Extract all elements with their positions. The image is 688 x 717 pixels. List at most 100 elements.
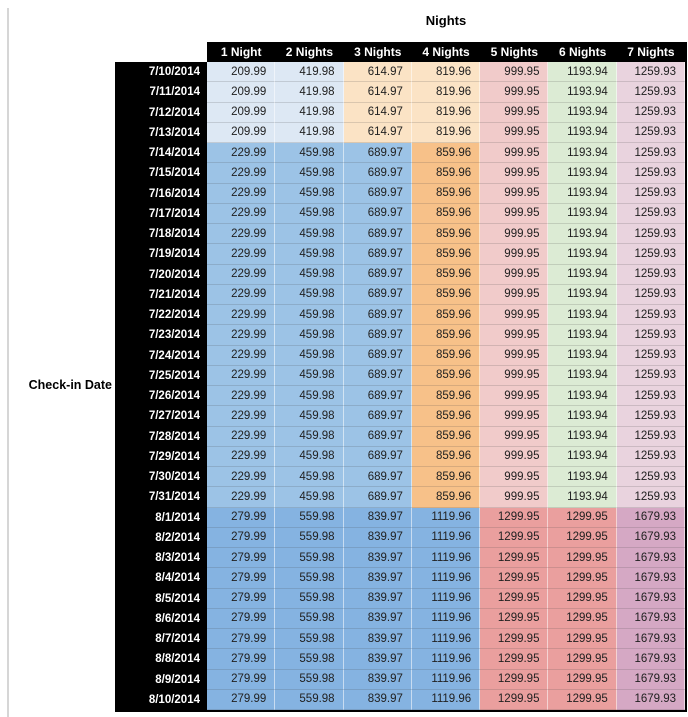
table-cell[interactable]: 279.99 (207, 649, 276, 670)
table-cell[interactable]: 999.95 (480, 284, 549, 305)
row-header-date[interactable]: 7/13/2014 (115, 122, 207, 143)
table-cell[interactable]: 1259.93 (616, 446, 686, 467)
table-cell[interactable]: 559.98 (275, 608, 344, 629)
table-cell[interactable]: 1299.95 (548, 527, 617, 548)
table-cell[interactable]: 839.97 (343, 689, 412, 710)
table-cell[interactable]: 229.99 (207, 203, 276, 224)
table-cell[interactable]: 279.99 (207, 689, 276, 710)
table-cell[interactable]: 859.96 (411, 345, 481, 366)
table-cell[interactable]: 689.97 (343, 426, 412, 447)
table-cell[interactable]: 859.96 (411, 163, 481, 184)
table-cell[interactable]: 999.95 (480, 143, 549, 164)
table-cell[interactable]: 1259.93 (616, 487, 686, 508)
table-cell[interactable]: 1119.96 (411, 608, 481, 629)
table-cell[interactable]: 1259.93 (616, 365, 686, 386)
table-cell[interactable]: 1193.94 (548, 305, 617, 326)
row-header-date[interactable]: 8/9/2014 (115, 669, 207, 690)
table-cell[interactable]: 1119.96 (411, 588, 481, 609)
table-cell[interactable]: 839.97 (343, 649, 412, 670)
table-cell[interactable]: 229.99 (207, 284, 276, 305)
table-cell[interactable]: 229.99 (207, 305, 276, 326)
table-cell[interactable]: 1299.95 (548, 669, 617, 690)
table-cell[interactable]: 1119.96 (411, 507, 481, 528)
table-cell[interactable]: 1259.93 (616, 122, 686, 143)
table-cell[interactable]: 209.99 (207, 102, 276, 123)
table-cell[interactable]: 1259.93 (616, 143, 686, 164)
table-cell[interactable]: 459.98 (275, 345, 344, 366)
table-cell[interactable]: 689.97 (343, 224, 412, 245)
table-cell[interactable]: 859.96 (411, 446, 481, 467)
row-header-date[interactable]: 8/10/2014 (115, 689, 207, 710)
table-cell[interactable]: 1299.95 (480, 669, 549, 690)
table-cell[interactable]: 689.97 (343, 163, 412, 184)
table-cell[interactable]: 1259.93 (616, 224, 686, 245)
table-cell[interactable]: 839.97 (343, 608, 412, 629)
table-cell[interactable]: 229.99 (207, 446, 276, 467)
table-cell[interactable]: 229.99 (207, 163, 276, 184)
table-cell[interactable]: 1679.93 (616, 548, 686, 569)
table-cell[interactable]: 999.95 (480, 264, 549, 285)
row-header-date[interactable]: 8/4/2014 (115, 568, 207, 589)
table-cell[interactable]: 459.98 (275, 406, 344, 427)
table-cell[interactable]: 459.98 (275, 305, 344, 326)
table-cell[interactable]: 689.97 (343, 284, 412, 305)
table-cell[interactable]: 1299.95 (548, 588, 617, 609)
table-cell[interactable]: 1193.94 (548, 244, 617, 265)
table-cell[interactable]: 1299.95 (480, 568, 549, 589)
table-cell[interactable]: 999.95 (480, 183, 549, 204)
column-header[interactable]: 5 Nights (480, 42, 549, 62)
table-cell[interactable]: 229.99 (207, 406, 276, 427)
table-cell[interactable]: 1679.93 (616, 649, 686, 670)
table-cell[interactable]: 419.98 (275, 102, 344, 123)
row-header-date[interactable]: 7/27/2014 (115, 406, 207, 427)
table-cell[interactable]: 229.99 (207, 325, 276, 346)
table-cell[interactable]: 689.97 (343, 386, 412, 407)
table-cell[interactable]: 279.99 (207, 588, 276, 609)
table-cell[interactable]: 859.96 (411, 365, 481, 386)
table-cell[interactable]: 279.99 (207, 507, 276, 528)
table-cell[interactable]: 1259.93 (616, 386, 686, 407)
table-cell[interactable]: 1119.96 (411, 649, 481, 670)
table-cell[interactable]: 279.99 (207, 568, 276, 589)
table-cell[interactable]: 229.99 (207, 264, 276, 285)
table-cell[interactable]: 1259.93 (616, 325, 686, 346)
table-cell[interactable]: 1193.94 (548, 264, 617, 285)
table-cell[interactable]: 1259.93 (616, 203, 686, 224)
table-cell[interactable]: 229.99 (207, 345, 276, 366)
table-cell[interactable]: 229.99 (207, 365, 276, 386)
table-cell[interactable]: 229.99 (207, 183, 276, 204)
table-cell[interactable]: 1299.95 (480, 588, 549, 609)
table-cell[interactable]: 1259.93 (616, 102, 686, 123)
table-cell[interactable]: 859.96 (411, 183, 481, 204)
column-header[interactable]: 2 Nights (275, 42, 344, 62)
row-header-date[interactable]: 7/16/2014 (115, 183, 207, 204)
table-cell[interactable]: 1193.94 (548, 487, 617, 508)
table-cell[interactable]: 1299.95 (480, 527, 549, 548)
table-cell[interactable]: 559.98 (275, 669, 344, 690)
row-header-date[interactable]: 7/30/2014 (115, 467, 207, 488)
table-cell[interactable]: 559.98 (275, 649, 344, 670)
table-cell[interactable]: 1259.93 (616, 284, 686, 305)
table-cell[interactable]: 689.97 (343, 183, 412, 204)
table-cell[interactable]: 1119.96 (411, 527, 481, 548)
row-header-date[interactable]: 7/26/2014 (115, 386, 207, 407)
table-cell[interactable]: 859.96 (411, 284, 481, 305)
table-cell[interactable]: 1299.95 (480, 608, 549, 629)
table-cell[interactable]: 559.98 (275, 568, 344, 589)
table-cell[interactable]: 689.97 (343, 345, 412, 366)
table-cell[interactable]: 459.98 (275, 487, 344, 508)
table-cell[interactable]: 999.95 (480, 82, 549, 103)
row-header-date[interactable]: 8/1/2014 (115, 507, 207, 528)
table-cell[interactable]: 459.98 (275, 365, 344, 386)
table-cell[interactable]: 819.96 (411, 62, 481, 83)
table-cell[interactable]: 229.99 (207, 244, 276, 265)
table-cell[interactable]: 419.98 (275, 82, 344, 103)
row-header-date[interactable]: 7/15/2014 (115, 163, 207, 184)
table-cell[interactable]: 859.96 (411, 487, 481, 508)
table-cell[interactable]: 209.99 (207, 122, 276, 143)
table-cell[interactable]: 819.96 (411, 122, 481, 143)
table-cell[interactable]: 839.97 (343, 527, 412, 548)
table-cell[interactable]: 999.95 (480, 203, 549, 224)
table-cell[interactable]: 1679.93 (616, 507, 686, 528)
row-header-date[interactable]: 8/3/2014 (115, 548, 207, 569)
